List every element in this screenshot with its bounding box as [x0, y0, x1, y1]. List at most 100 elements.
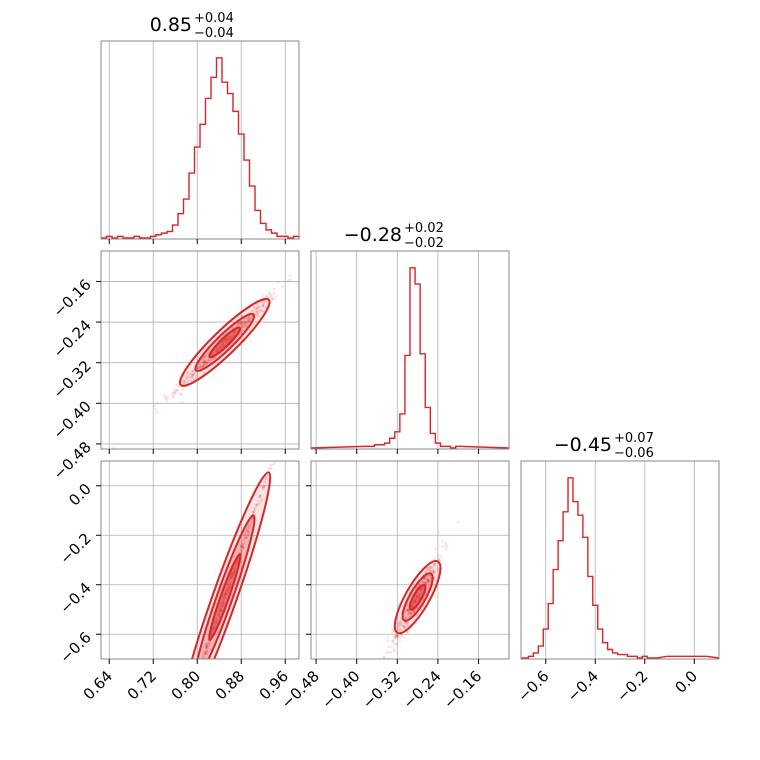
y-tick-label: −0.40 [50, 397, 95, 442]
x-tick-label: −0.4 [564, 667, 602, 705]
sample-point [395, 621, 399, 625]
sample-point [255, 307, 259, 310]
sample-point [166, 396, 170, 400]
sample-point [395, 635, 399, 638]
sample-point [413, 600, 417, 603]
sample-point [399, 622, 403, 626]
sample-point [270, 294, 273, 298]
sample-point [288, 274, 291, 278]
sample-point [217, 612, 220, 616]
sample-point [423, 577, 427, 581]
sample-point [186, 380, 189, 384]
sample-point [219, 609, 222, 612]
sample-point [175, 388, 179, 392]
sample-point [394, 634, 397, 637]
sample-point [406, 624, 409, 628]
sample-point [254, 505, 258, 508]
sample-point [399, 621, 403, 624]
sample-point [264, 475, 268, 479]
sample-point [234, 562, 238, 566]
sample-point [404, 622, 408, 625]
sample-point [240, 321, 244, 325]
sample-point [416, 595, 419, 598]
sample-point [184, 376, 188, 379]
sample-point [226, 587, 230, 591]
sample-point [431, 565, 434, 569]
sample-point [424, 581, 428, 584]
sample-point [402, 625, 406, 629]
panel-hist-3: −0.45 +0.07−0.06 [520, 431, 720, 660]
sample-point [419, 608, 423, 612]
sample-point [171, 396, 175, 399]
sample-point [237, 322, 240, 325]
y-tick-label: −0.16 [50, 276, 95, 321]
sample-point [247, 526, 250, 529]
sample-point [192, 376, 195, 380]
histogram-step-1 [101, 57, 300, 239]
sample-point [221, 343, 224, 346]
sample-point [225, 589, 229, 592]
sample-point [263, 477, 267, 481]
sample-point [172, 388, 176, 391]
sample-point [200, 359, 204, 362]
sample-point [203, 361, 207, 364]
sample-point [262, 299, 266, 303]
sample-point [280, 432, 283, 435]
sample-point [200, 365, 203, 368]
sample-point [209, 647, 213, 651]
sample-point [409, 611, 413, 615]
sample-point [193, 372, 196, 376]
sample-point [221, 602, 225, 606]
sample-point [377, 663, 380, 666]
sample-point [415, 594, 419, 598]
sample-point [185, 706, 188, 709]
sample-point [225, 592, 229, 596]
x-tick-label: 0.64 [80, 667, 116, 703]
sample-point [436, 568, 440, 572]
sample-point [202, 363, 206, 367]
sample-point [249, 522, 253, 526]
sample-point [291, 404, 294, 407]
sample-point [432, 571, 436, 574]
sample-point [258, 493, 262, 497]
sample-point [255, 307, 259, 311]
sample-point [173, 732, 176, 735]
sample-point [396, 625, 399, 628]
sample-point [230, 575, 233, 578]
sample-point [202, 652, 205, 655]
sample-point [273, 452, 276, 455]
sample-point [270, 294, 273, 297]
sample-point [250, 520, 253, 523]
sample-point [164, 397, 167, 400]
sample-point [250, 314, 253, 318]
sample-point [436, 557, 440, 561]
sample-point [233, 566, 236, 570]
sample-point [240, 322, 243, 325]
sample-point [287, 278, 290, 282]
sample-point [417, 592, 421, 595]
sample-point [255, 310, 259, 314]
sample-point [198, 362, 202, 366]
sample-point [198, 666, 201, 669]
y-tick-label: −0.4 [56, 579, 94, 617]
sample-point [192, 373, 195, 376]
sample-point [398, 636, 402, 639]
sample-point [221, 599, 225, 603]
sample-point [230, 570, 234, 574]
sample-point [426, 579, 430, 583]
sample-point [207, 644, 211, 647]
sample-point [246, 319, 249, 323]
sample-point [405, 630, 409, 634]
sample-point [428, 574, 432, 578]
sample-point [401, 624, 404, 628]
sample-point [272, 287, 276, 291]
sample-point [407, 611, 410, 615]
sample-point [188, 372, 192, 376]
sample-point [203, 651, 207, 654]
sample-point [390, 631, 394, 634]
sample-point [245, 321, 249, 325]
sample-point [276, 450, 279, 453]
sample-point [433, 564, 437, 568]
sample-point [414, 598, 417, 602]
sample-point [221, 601, 224, 605]
